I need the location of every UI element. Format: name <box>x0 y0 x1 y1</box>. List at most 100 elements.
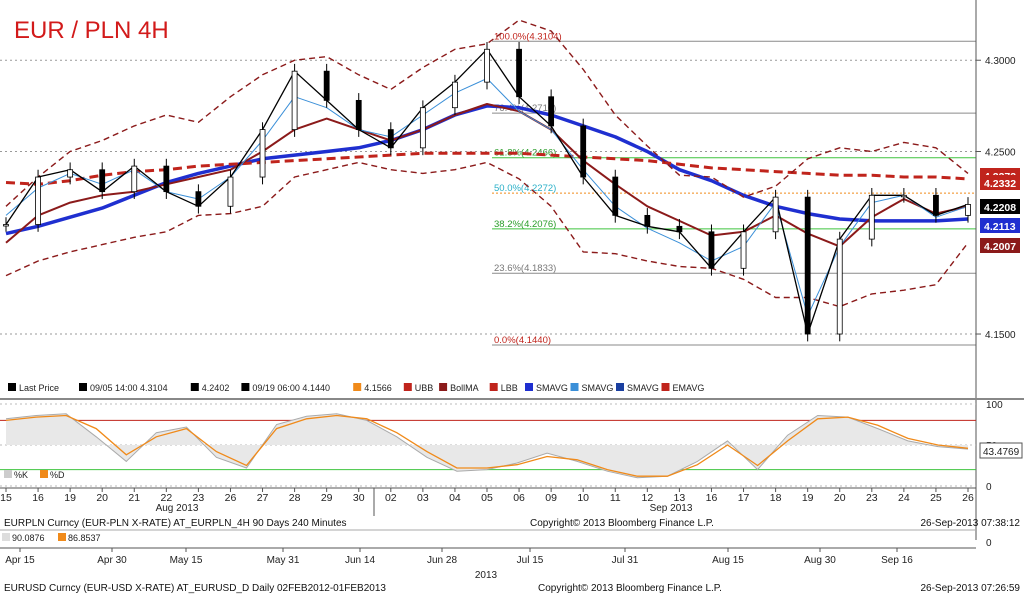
value-tag <box>980 218 1020 233</box>
sub-date-label: Jun 28 <box>427 555 457 566</box>
legend-swatch <box>489 383 498 391</box>
legend-swatch <box>403 383 412 391</box>
legend-label: 4.2402 <box>202 383 230 393</box>
legend: Last Price 09/05 14:00 4.3104 4.2402 09/19 … <box>8 383 704 393</box>
footer-copyright: Copyright© 2013 Bloomberg Finance L.P. <box>530 518 714 529</box>
osc-tick-label: 100 <box>986 400 1003 411</box>
candle-body <box>99 169 106 193</box>
value-tag-label: 4.2208 <box>984 202 1016 214</box>
sub-date-label: Aug 30 <box>804 555 836 566</box>
x-tick-label: 23 <box>866 492 878 504</box>
sub-swatch <box>58 533 66 541</box>
candle-body <box>676 225 683 233</box>
osc-legend-label: %K <box>14 470 28 480</box>
candle-body <box>195 191 202 207</box>
candle-body <box>163 165 170 193</box>
sub-value: 86.8537 <box>68 533 101 543</box>
legend-label: UBB <box>415 383 434 393</box>
fib-label: 0.0%(4.1440) <box>494 335 551 346</box>
price-series <box>3 19 971 342</box>
legend-swatch <box>525 383 533 391</box>
month-label: Aug 2013 <box>156 503 199 514</box>
osc-legend-swatch <box>40 470 48 478</box>
footer-copyright-2: Copyright© 2013 Bloomberg Finance L.P. <box>538 583 722 594</box>
candle-body <box>933 194 939 216</box>
x-tick-label: 11 <box>610 492 621 504</box>
footer: EURPLN Curncy (EUR-PLN X-RATE) AT_EURPLN… <box>0 518 1020 594</box>
x-tick-label: 28 <box>289 492 301 504</box>
x-tick-label: 21 <box>128 492 140 504</box>
x-tick-label: 03 <box>417 492 429 504</box>
sub-date-label: Apr 30 <box>97 555 127 566</box>
x-axis: 15 16 19 20 21 22 23 26 27 28 29 30 02 03 04 05 06 09 10 11… <box>0 487 976 516</box>
x-tick-label: 23 <box>193 492 205 504</box>
osc-k-area <box>6 413 968 478</box>
osc-value-label: 43.4769 <box>983 447 1020 458</box>
value-tag-label: 4.2332 <box>984 178 1016 190</box>
osc-tick-label: 0 <box>986 482 992 493</box>
candle-body <box>548 96 555 127</box>
candle-body <box>419 107 426 149</box>
sub-date-label: May 31 <box>267 555 300 566</box>
x-tick-label: 26 <box>962 492 974 504</box>
sub-date-label: Jul 15 <box>517 555 544 566</box>
x-tick-label: 13 <box>674 492 686 504</box>
sub-year-label: 2013 <box>475 570 498 581</box>
sub-date-label: Sep 16 <box>881 555 913 566</box>
month-label: Sep 2013 <box>650 503 693 514</box>
x-tick-label: 16 <box>706 492 718 504</box>
x-tick-label: 04 <box>449 492 461 504</box>
legend-swatch <box>616 383 624 391</box>
x-tick-label: 10 <box>577 492 589 504</box>
x-tick-label: 19 <box>802 492 814 504</box>
x-tick-label: 02 <box>385 492 397 504</box>
legend-label: 09/19 06:00 4.1440 <box>252 383 330 393</box>
sub-value: 90.0876 <box>12 533 45 543</box>
candle-body <box>3 224 9 227</box>
x-tick-label: 29 <box>321 492 333 504</box>
legend-label: SMAVG <box>582 383 614 393</box>
legend-swatch <box>190 383 199 391</box>
oscillator-panel: 10050043.4769%K%D <box>0 400 1023 493</box>
fib-label: 100.0%(4.3104) <box>494 31 562 42</box>
candle-body <box>355 99 362 130</box>
sub-date-label: Aug 15 <box>712 555 744 566</box>
legend-swatch <box>8 383 16 391</box>
candle-body <box>452 81 458 109</box>
x-tick-label: 16 <box>32 492 44 504</box>
candle-body <box>580 125 587 178</box>
candle-body <box>868 194 875 240</box>
footer-timestamp-2: 26-Sep-2013 07:26:59 <box>920 583 1020 594</box>
series-line-ubb <box>5 19 969 207</box>
sub-date-label: Jun 14 <box>345 555 375 566</box>
main-price-panel: 100.0%(4.3104)76.4%(4.2710)61.8%(4.2466)… <box>0 17 1020 346</box>
x-tick-label: 30 <box>353 492 365 504</box>
candle-body <box>259 129 266 178</box>
x-tick-label: 06 <box>513 492 525 504</box>
candle-body <box>804 196 811 335</box>
y-tick-label: 4.2500 <box>985 147 1016 158</box>
x-tick-label: 09 <box>545 492 557 504</box>
candle-body <box>965 204 971 216</box>
candle-body <box>323 70 330 101</box>
legend-label: Last Price <box>19 383 59 393</box>
legend-label: 09/05 14:00 4.3104 <box>90 383 168 393</box>
osc-value-tag <box>979 442 1023 459</box>
legend-label: SMAVG <box>536 383 568 393</box>
fib-label: 23.6%(4.1833) <box>494 263 556 274</box>
x-tick-label: 15 <box>0 492 12 504</box>
value-tag <box>980 238 1020 253</box>
legend-swatch <box>241 383 250 391</box>
x-tick-label: 20 <box>834 492 846 504</box>
value-tag-label: 4.2113 <box>984 221 1016 233</box>
value-tag-label: 4.2007 <box>984 241 1016 253</box>
legend-label: LBB <box>501 383 518 393</box>
candle-body <box>644 214 651 227</box>
legend-label: BollMA <box>450 383 479 393</box>
legend-label: EMAVG <box>673 383 705 393</box>
fib-label: 38.2%(4.2076) <box>494 219 556 230</box>
x-tick-label: 27 <box>257 492 269 504</box>
x-tick-label: 24 <box>898 492 910 504</box>
osc-k-line <box>5 413 969 479</box>
